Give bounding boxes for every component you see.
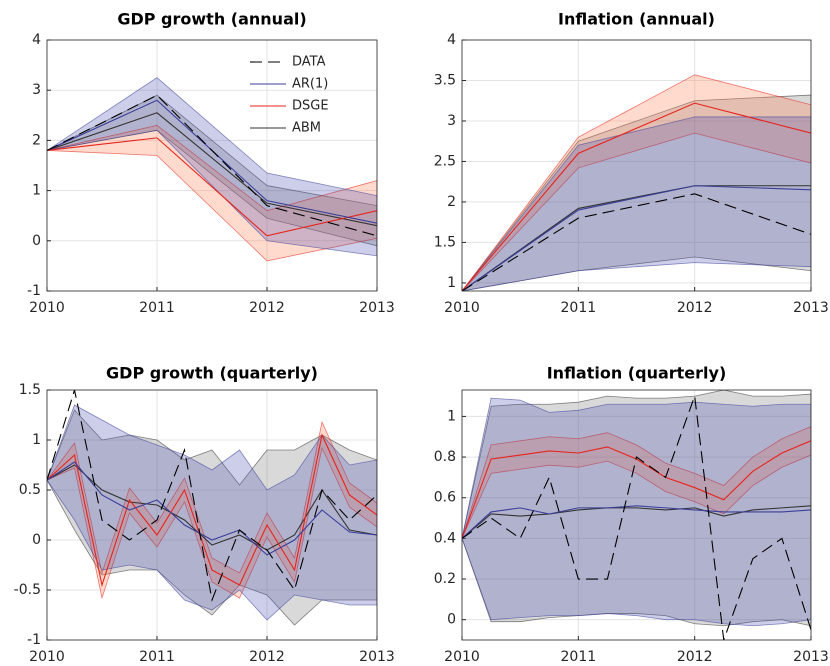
x-tick-label: 2013 xyxy=(359,649,395,665)
y-tick-label: 0.2 xyxy=(434,571,456,587)
y-tick-label: 2 xyxy=(447,194,456,210)
chart-title: GDP growth (quarterly) xyxy=(106,364,318,383)
y-tick-label: 3 xyxy=(32,82,41,98)
plot-area xyxy=(47,390,377,626)
series-line xyxy=(462,505,811,539)
y-tick-label: 1 xyxy=(32,432,41,448)
series-line xyxy=(462,185,811,291)
x-tick-label: 2011 xyxy=(561,300,597,316)
y-tick-label: -1 xyxy=(27,283,41,299)
chart-title: GDP growth (annual) xyxy=(117,10,306,29)
x-tick-label: 2013 xyxy=(793,649,829,665)
y-tick-label: -0.5 xyxy=(14,582,41,598)
series-line xyxy=(47,112,377,227)
x-tick-label: 2012 xyxy=(249,300,285,316)
subplot: Inflation (annual) 2010 2011 2012 2013 1 1.5 2 2… xyxy=(434,10,829,317)
y-tick-label: 1.5 xyxy=(434,234,456,250)
legend-label: AR(1) xyxy=(292,77,328,92)
chart-title: Inflation (annual) xyxy=(558,10,715,29)
y-tick-label: -1 xyxy=(27,632,41,648)
x-tick-label: 2010 xyxy=(29,649,65,665)
series-line xyxy=(462,193,811,291)
y-tick-label: 0.8 xyxy=(434,449,456,465)
series-line xyxy=(462,102,811,291)
y-tick-label: 0.4 xyxy=(434,530,456,546)
series-line xyxy=(462,185,811,291)
subplot: GDP growth (quarterly) 2010 2011 2012 2013 -1… xyxy=(14,364,395,666)
y-tick-label: 0 xyxy=(32,532,41,548)
x-tick-label: 2010 xyxy=(29,300,65,316)
series-line xyxy=(462,505,811,539)
x-tick-label: 2011 xyxy=(561,649,597,665)
subplot: Inflation (quarterly) 2010 2011 2012 2013 0 0.… xyxy=(434,364,829,666)
series-line xyxy=(47,433,377,588)
y-tick-label: 2 xyxy=(32,132,41,148)
x-tick-label: 2011 xyxy=(139,649,175,665)
y-tick-label: 1.5 xyxy=(19,382,41,398)
axes-frame xyxy=(46,389,378,641)
legend-label: ABM xyxy=(292,121,321,136)
axes-frame xyxy=(461,39,812,292)
x-tick-label: 2013 xyxy=(359,300,395,316)
subplot: GDP growth (annual) 2010 2011 2012 2013 -1 0 1 2… xyxy=(27,10,395,317)
confidence-band xyxy=(462,94,811,291)
plot-area xyxy=(462,74,811,291)
x-tick-label: 2013 xyxy=(793,300,829,316)
plot-area xyxy=(47,77,377,262)
confidence-band xyxy=(47,124,377,262)
confidence-band xyxy=(462,397,811,627)
x-tick-label: 2012 xyxy=(249,649,285,665)
y-tick-label: 0.6 xyxy=(434,490,456,506)
confidence-band xyxy=(47,94,377,247)
y-tick-label: 0.5 xyxy=(19,482,41,498)
legend-label: DATA xyxy=(292,55,326,70)
y-tick-label: 0 xyxy=(447,612,456,628)
axes-frame xyxy=(46,39,378,292)
y-tick-label: 2.5 xyxy=(434,153,456,169)
y-tick-label: 1 xyxy=(447,408,456,424)
series-line xyxy=(47,390,377,602)
confidence-band xyxy=(47,409,377,626)
confidence-band xyxy=(462,426,811,539)
y-tick-label: 4 xyxy=(32,32,41,48)
chart-title: Inflation (quarterly) xyxy=(547,364,727,383)
x-tick-label: 2011 xyxy=(139,300,175,316)
x-tick-label: 2010 xyxy=(444,300,480,316)
legend-label: DSGE xyxy=(292,99,329,114)
y-tick-label: 3 xyxy=(447,113,456,129)
y-tick-label: 0 xyxy=(32,233,41,249)
y-tick-label: 1 xyxy=(447,275,456,291)
series-line xyxy=(47,137,377,237)
confidence-band xyxy=(462,116,811,291)
x-tick-label: 2012 xyxy=(677,649,713,665)
confidence-band xyxy=(47,420,377,600)
x-tick-label: 2012 xyxy=(677,300,713,316)
y-tick-label: 4 xyxy=(447,32,456,48)
series-line xyxy=(462,395,811,640)
x-tick-label: 2010 xyxy=(444,649,480,665)
y-tick-label: 1 xyxy=(32,183,41,199)
series-line xyxy=(47,94,377,237)
confidence-band xyxy=(462,74,811,291)
confidence-band xyxy=(47,404,377,621)
axes-frame xyxy=(461,389,812,641)
legend: DATA AR(1) DSGE ABM xyxy=(250,55,329,136)
y-tick-label: 3.5 xyxy=(434,72,456,88)
plot-area xyxy=(462,390,811,640)
series-line xyxy=(47,461,377,556)
